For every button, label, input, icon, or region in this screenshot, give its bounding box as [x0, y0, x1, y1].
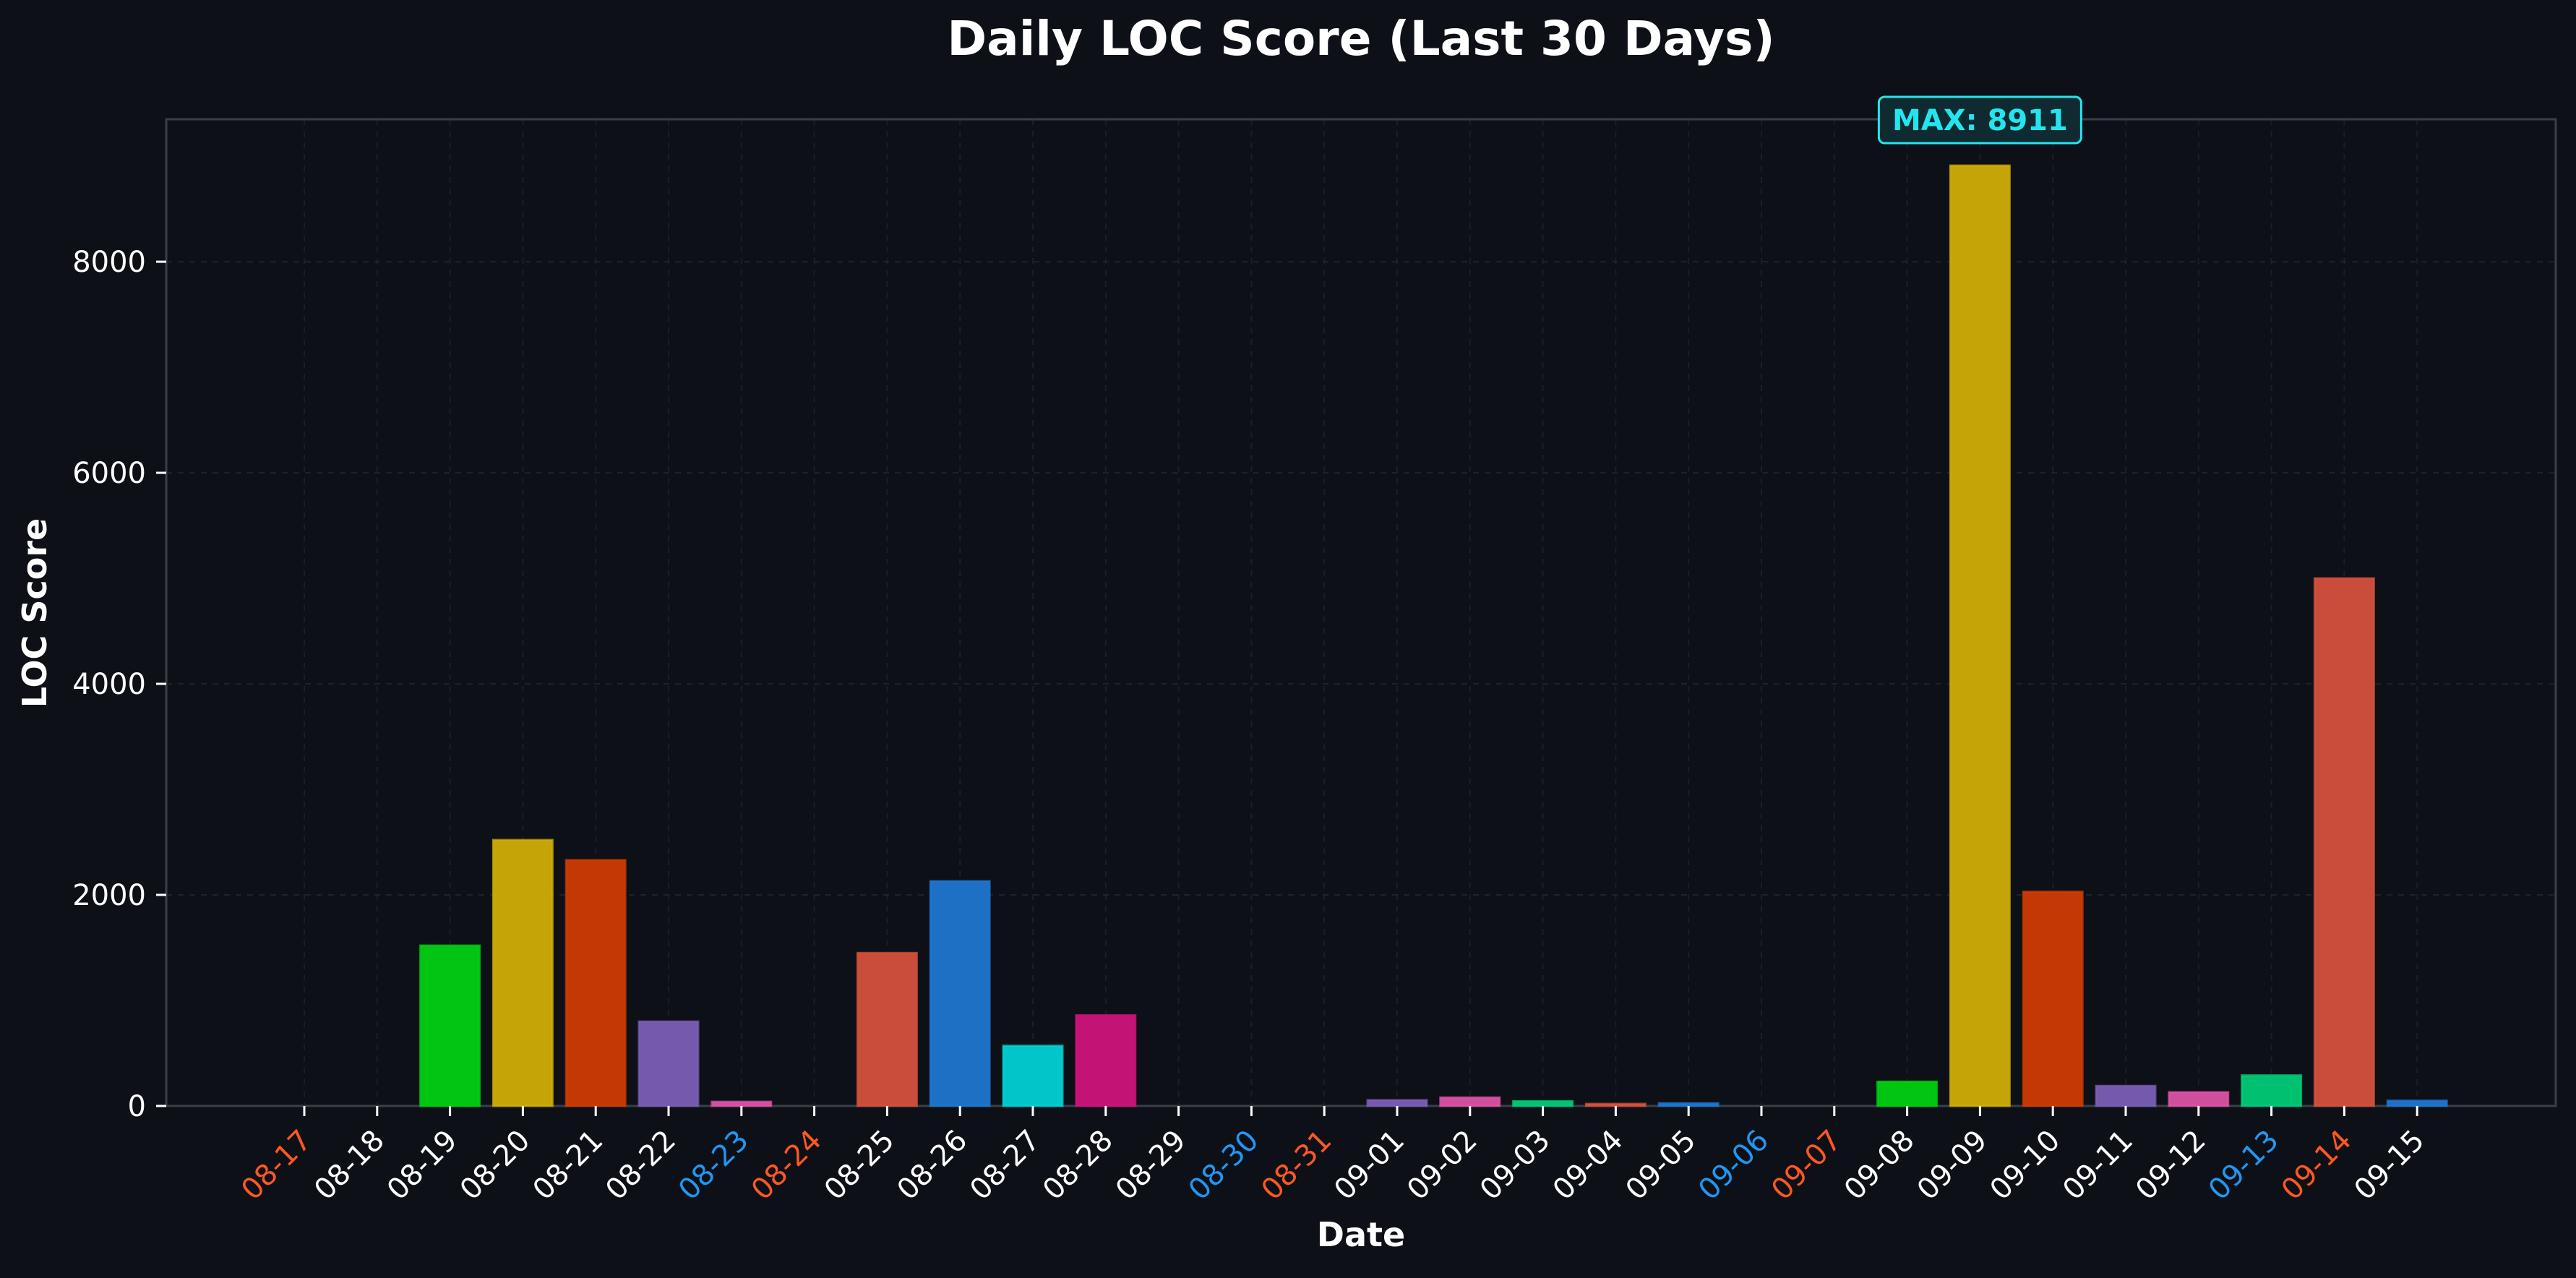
y-tick-label: 6000	[72, 457, 146, 490]
y-axis-ticks: 0 2000 4000 6000 8000	[72, 246, 166, 1123]
bar-09-04	[1584, 1102, 1647, 1107]
bar-09-13	[2241, 1074, 2303, 1107]
max-annotation-box	[1877, 95, 2082, 145]
bar-09-10	[2022, 891, 2084, 1107]
bar-08-20	[491, 839, 554, 1107]
bar-08-21	[564, 859, 627, 1107]
y-tick-label: 0	[128, 1090, 146, 1123]
x-axis-label: Date	[1317, 1215, 1405, 1254]
bars	[419, 164, 2448, 1107]
bar-09-14	[2313, 577, 2375, 1107]
bar-08-26	[929, 880, 991, 1107]
y-tick-label: 4000	[72, 668, 146, 701]
bar-09-05	[1657, 1102, 1720, 1107]
bar-09-03	[1512, 1099, 1574, 1107]
bar-08-28	[1075, 1013, 1137, 1107]
bar-09-01	[1366, 1099, 1428, 1107]
bar-08-19	[419, 944, 481, 1107]
bar-08-25	[856, 951, 918, 1107]
plot-area	[165, 118, 2557, 1107]
y-tick-label: 8000	[72, 246, 146, 279]
bar-08-27	[1002, 1045, 1064, 1107]
bar-09-12	[2168, 1091, 2230, 1107]
bar-08-22	[637, 1020, 700, 1107]
y-tick-label: 2000	[72, 879, 146, 912]
max-annotation-label: MAX: 8911	[1892, 104, 2068, 137]
y-axis-label: LOC Score	[15, 518, 54, 708]
bar-09-08	[1876, 1080, 1939, 1107]
max-annotation: MAX: 8911	[1877, 95, 2082, 145]
bar-09-11	[2095, 1084, 2157, 1107]
bar-09-15	[2386, 1099, 2448, 1107]
bar-09-02	[1439, 1096, 1501, 1107]
chart-title: Daily LOC Score (Last 30 Days)	[947, 11, 1774, 67]
bar-09-09	[1949, 164, 2011, 1107]
bar-08-23	[710, 1100, 773, 1107]
